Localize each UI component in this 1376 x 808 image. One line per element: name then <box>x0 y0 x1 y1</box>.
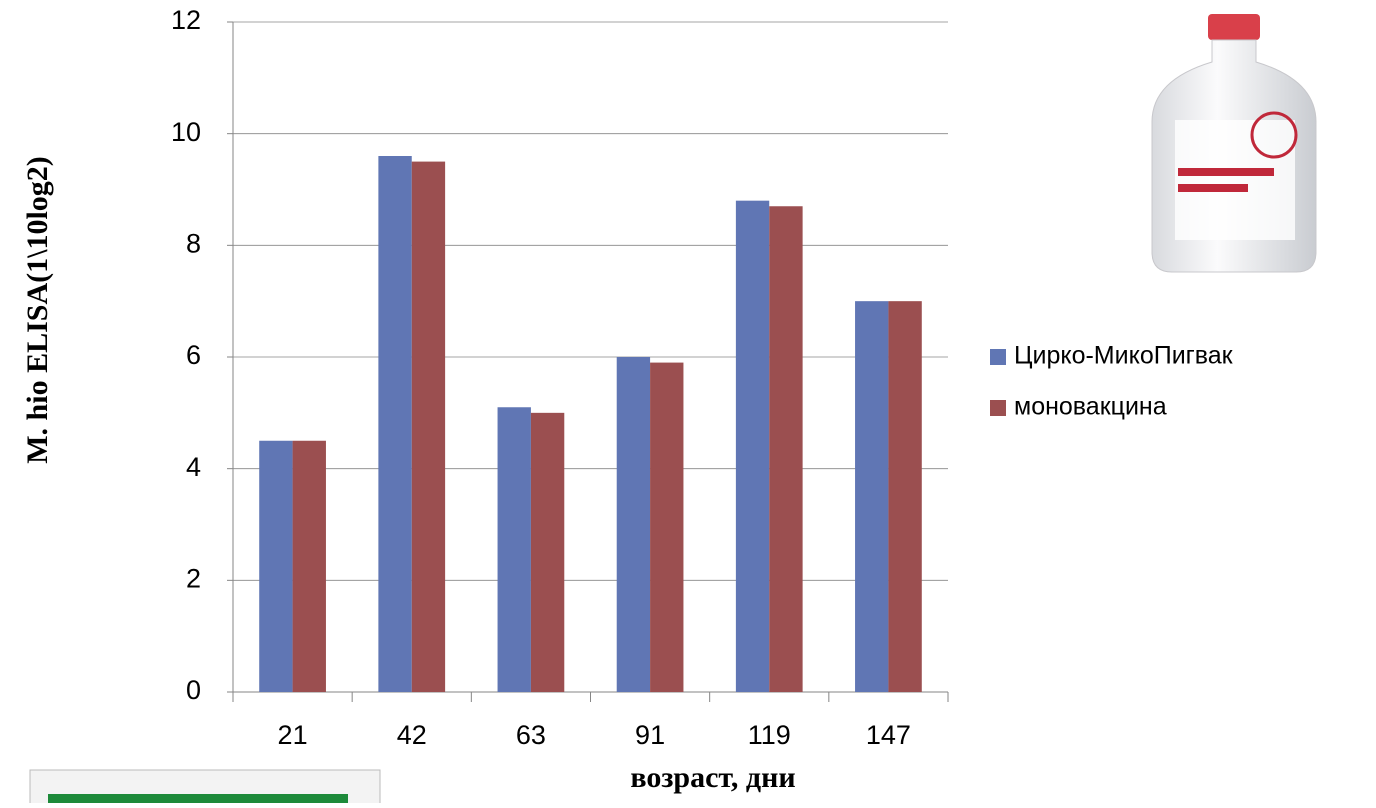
y-tick-label: 4 <box>186 452 201 482</box>
x-tick-label: 42 <box>397 720 427 750</box>
bar <box>378 156 412 692</box>
bar <box>259 440 293 692</box>
legend-swatch <box>990 400 1006 416</box>
y-tick-label: 8 <box>186 228 201 258</box>
y-axis-title: M. hio ELISA(1\10log2) <box>21 156 54 464</box>
logo <box>29 769 381 808</box>
bar <box>616 357 651 692</box>
bar <box>650 362 684 692</box>
x-tick-label: 63 <box>516 720 546 750</box>
bar <box>855 301 889 692</box>
bar <box>497 407 531 692</box>
legend-label: моновакцина <box>1014 393 1167 421</box>
bar <box>530 412 565 692</box>
x-tick-label: 21 <box>278 720 308 750</box>
x-axis-title: возраст, дни <box>630 761 795 794</box>
x-tick-label: 91 <box>635 720 665 750</box>
x-tick-label: 119 <box>748 720 791 750</box>
bar <box>292 440 326 692</box>
bar <box>411 161 446 693</box>
bar <box>769 206 803 692</box>
x-tick-label: 147 <box>866 720 911 750</box>
bar <box>888 301 922 692</box>
bar <box>735 200 770 692</box>
y-tick-label: 6 <box>186 340 201 370</box>
y-tick-label: 2 <box>186 563 201 593</box>
legend-label: Цирко-МикоПигвак <box>1014 342 1234 370</box>
product-image <box>1151 14 1317 273</box>
y-tick-label: 0 <box>186 675 201 705</box>
y-tick-label: 12 <box>171 5 201 35</box>
legend-swatch <box>990 349 1006 365</box>
y-tick-label: 10 <box>171 117 201 147</box>
